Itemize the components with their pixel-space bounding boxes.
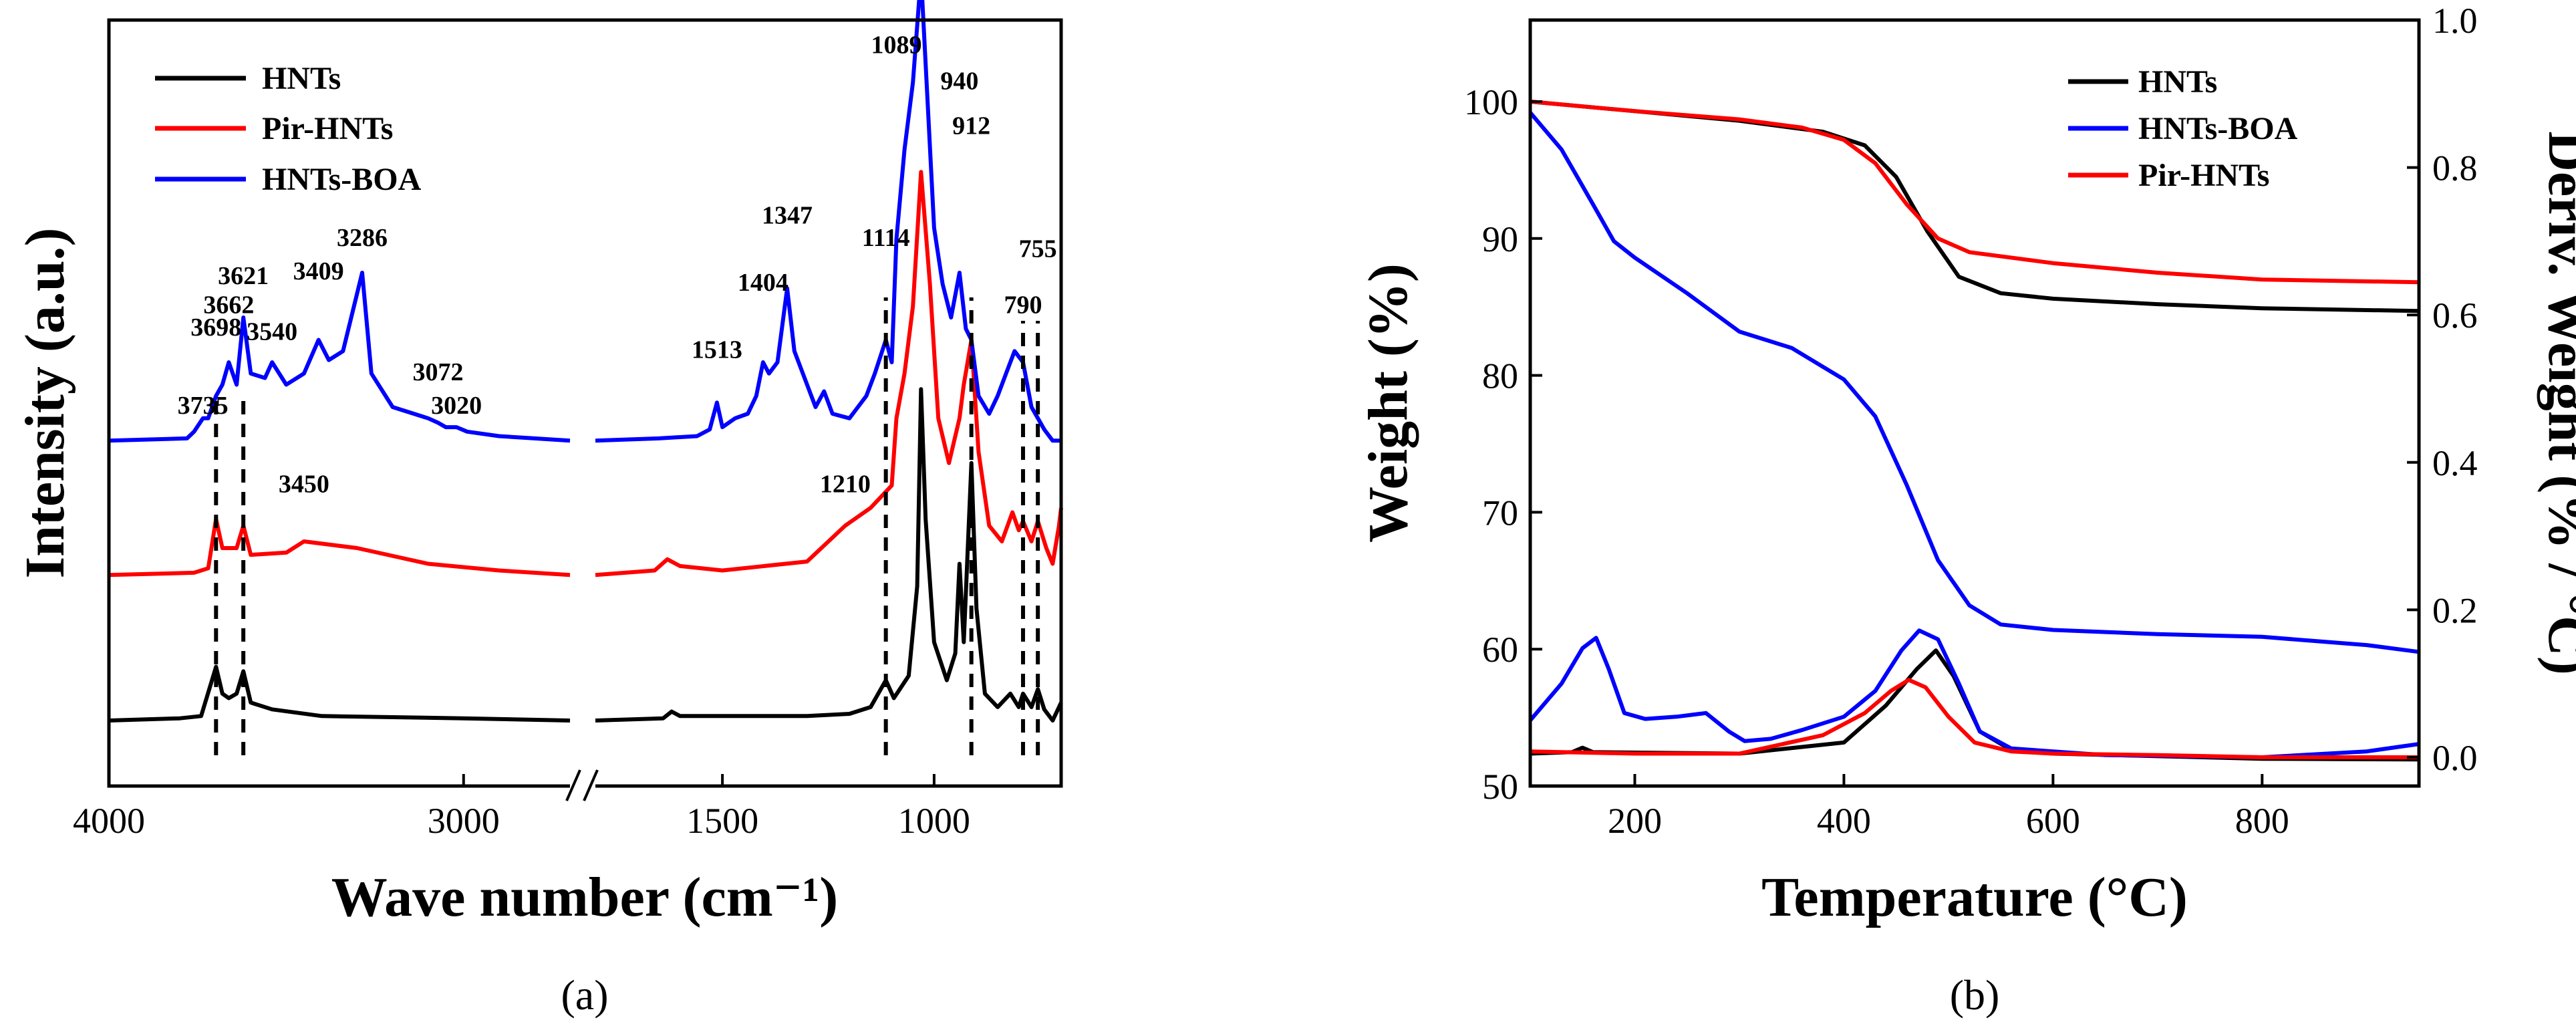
- series-line-hnts-left: [108, 664, 571, 723]
- legend-label: HNTs-BOA: [262, 162, 422, 197]
- y2-tick-label: 0.8: [2432, 148, 2478, 188]
- legend-label: Pir-HNTs: [262, 111, 393, 146]
- weight-line-hnts-boa: [1528, 111, 2420, 654]
- peak-label: 3409: [293, 257, 344, 285]
- legend-label: Pir-HNTs: [2138, 158, 2269, 193]
- panel-a-legend: HNTs Pir-HNTs HNTs-BOA: [155, 61, 422, 197]
- peak-label: 3540: [247, 318, 297, 346]
- peak-label: 940: [940, 67, 978, 95]
- x-tick-label: 800: [2235, 801, 2289, 841]
- x-tick-label: 4000: [73, 801, 145, 841]
- panel-a-plot-area: [108, 0, 1063, 755]
- panel-b-plot-area: [1528, 100, 2420, 762]
- panel-a-peak-labels: 1031108994091213471114140415137907551210…: [178, 31, 1057, 499]
- peak-label: 3662: [203, 291, 254, 319]
- y-tick-label: 100: [1464, 82, 1518, 122]
- x-axis-title: Wave number (cm⁻¹): [331, 866, 839, 928]
- x-tick-label: 1500: [686, 801, 758, 841]
- y-tick-label: 80: [1482, 356, 1518, 396]
- y-tick-label: 60: [1482, 630, 1518, 670]
- series-line-pir-hnts-left: [108, 517, 571, 577]
- peak-label: 3698: [190, 313, 241, 342]
- y-tick-label: 90: [1482, 219, 1518, 259]
- peak-label: 3621: [218, 262, 269, 290]
- y-tick-label: 50: [1482, 767, 1518, 807]
- axis-break-mark: [565, 769, 581, 801]
- peak-label: 1404: [738, 269, 789, 297]
- peak-label: 3735: [178, 392, 229, 420]
- peak-label: 790: [1004, 291, 1042, 319]
- panel-b-legend: HNTs HNTs-BOA Pir-HNTs: [2068, 64, 2298, 193]
- peak-label: 1347: [762, 201, 813, 229]
- caption-a: (a): [561, 971, 608, 1019]
- y2-tick-label: 1.0: [2432, 1, 2478, 41]
- panel-b-frame: [1528, 18, 2421, 788]
- deriv-line-hnts-boa: [1528, 628, 2420, 759]
- series-line-pir-hnts-right: [595, 170, 1063, 577]
- peak-label: 1114: [862, 224, 910, 252]
- legend-label: HNTs: [2138, 64, 2217, 100]
- x-axis-title: Temperature (°C): [1761, 866, 2188, 928]
- peak-label: 3450: [279, 470, 329, 498]
- panel-a-frame: [107, 18, 1063, 788]
- peak-label: 755: [1019, 235, 1057, 263]
- series-line-hnts-boa-right: [595, 0, 1061, 443]
- panel-b: 200 400 600 800 50 60 70 80 90 100 0.0 0.2 0.4 0.6 0.8…: [1357, 1, 2576, 1019]
- peak-label: 3286: [337, 224, 388, 252]
- weight-line-pir-hnts: [1530, 100, 2420, 285]
- series-line-hnts-right: [595, 387, 1063, 723]
- series-line-hnts-boa-left: [108, 271, 571, 443]
- peak-label: 1513: [692, 336, 742, 364]
- x-tick-label: 1000: [898, 801, 970, 841]
- y2-tick-label: 0.2: [2432, 590, 2478, 630]
- caption-b: (b): [1950, 971, 2000, 1019]
- y2-axis-title: Deriv. Weight (% / °C): [2537, 131, 2576, 675]
- peak-label: 3072: [413, 358, 464, 386]
- x-tick-label: 3000: [428, 801, 500, 841]
- x-tick-label: 200: [1608, 801, 1662, 841]
- y-tick-label: 70: [1482, 493, 1518, 533]
- x-tick-label: 400: [1817, 801, 1871, 841]
- peak-label: 1089: [871, 31, 922, 59]
- peak-label: 3020: [431, 392, 482, 420]
- x-tick-label: 600: [2026, 801, 2080, 841]
- y2-tick-label: 0.6: [2432, 295, 2478, 336]
- y2-tick-label: 0.4: [2432, 443, 2478, 483]
- peak-label: 912: [952, 112, 990, 140]
- axis-break-mark: [583, 769, 599, 801]
- peak-label: 1210: [820, 470, 871, 498]
- legend-label: HNTs: [262, 61, 341, 96]
- deriv-line-pir-hnts: [1530, 678, 2419, 759]
- y2-tick-label: 0.0: [2432, 738, 2478, 778]
- panel-a-x-ticks: 4000 3000 1500 1000: [73, 774, 970, 841]
- panel-b-ticks: 200 400 600 800 50 60 70 80 90 100 0.0 0.2 0.4 0.6 0.8…: [1464, 1, 2478, 841]
- y-axis-title: Weight (%): [1357, 263, 1419, 543]
- legend-label: HNTs-BOA: [2138, 111, 2298, 146]
- y-axis-title: Intensity (a.u.): [14, 227, 76, 578]
